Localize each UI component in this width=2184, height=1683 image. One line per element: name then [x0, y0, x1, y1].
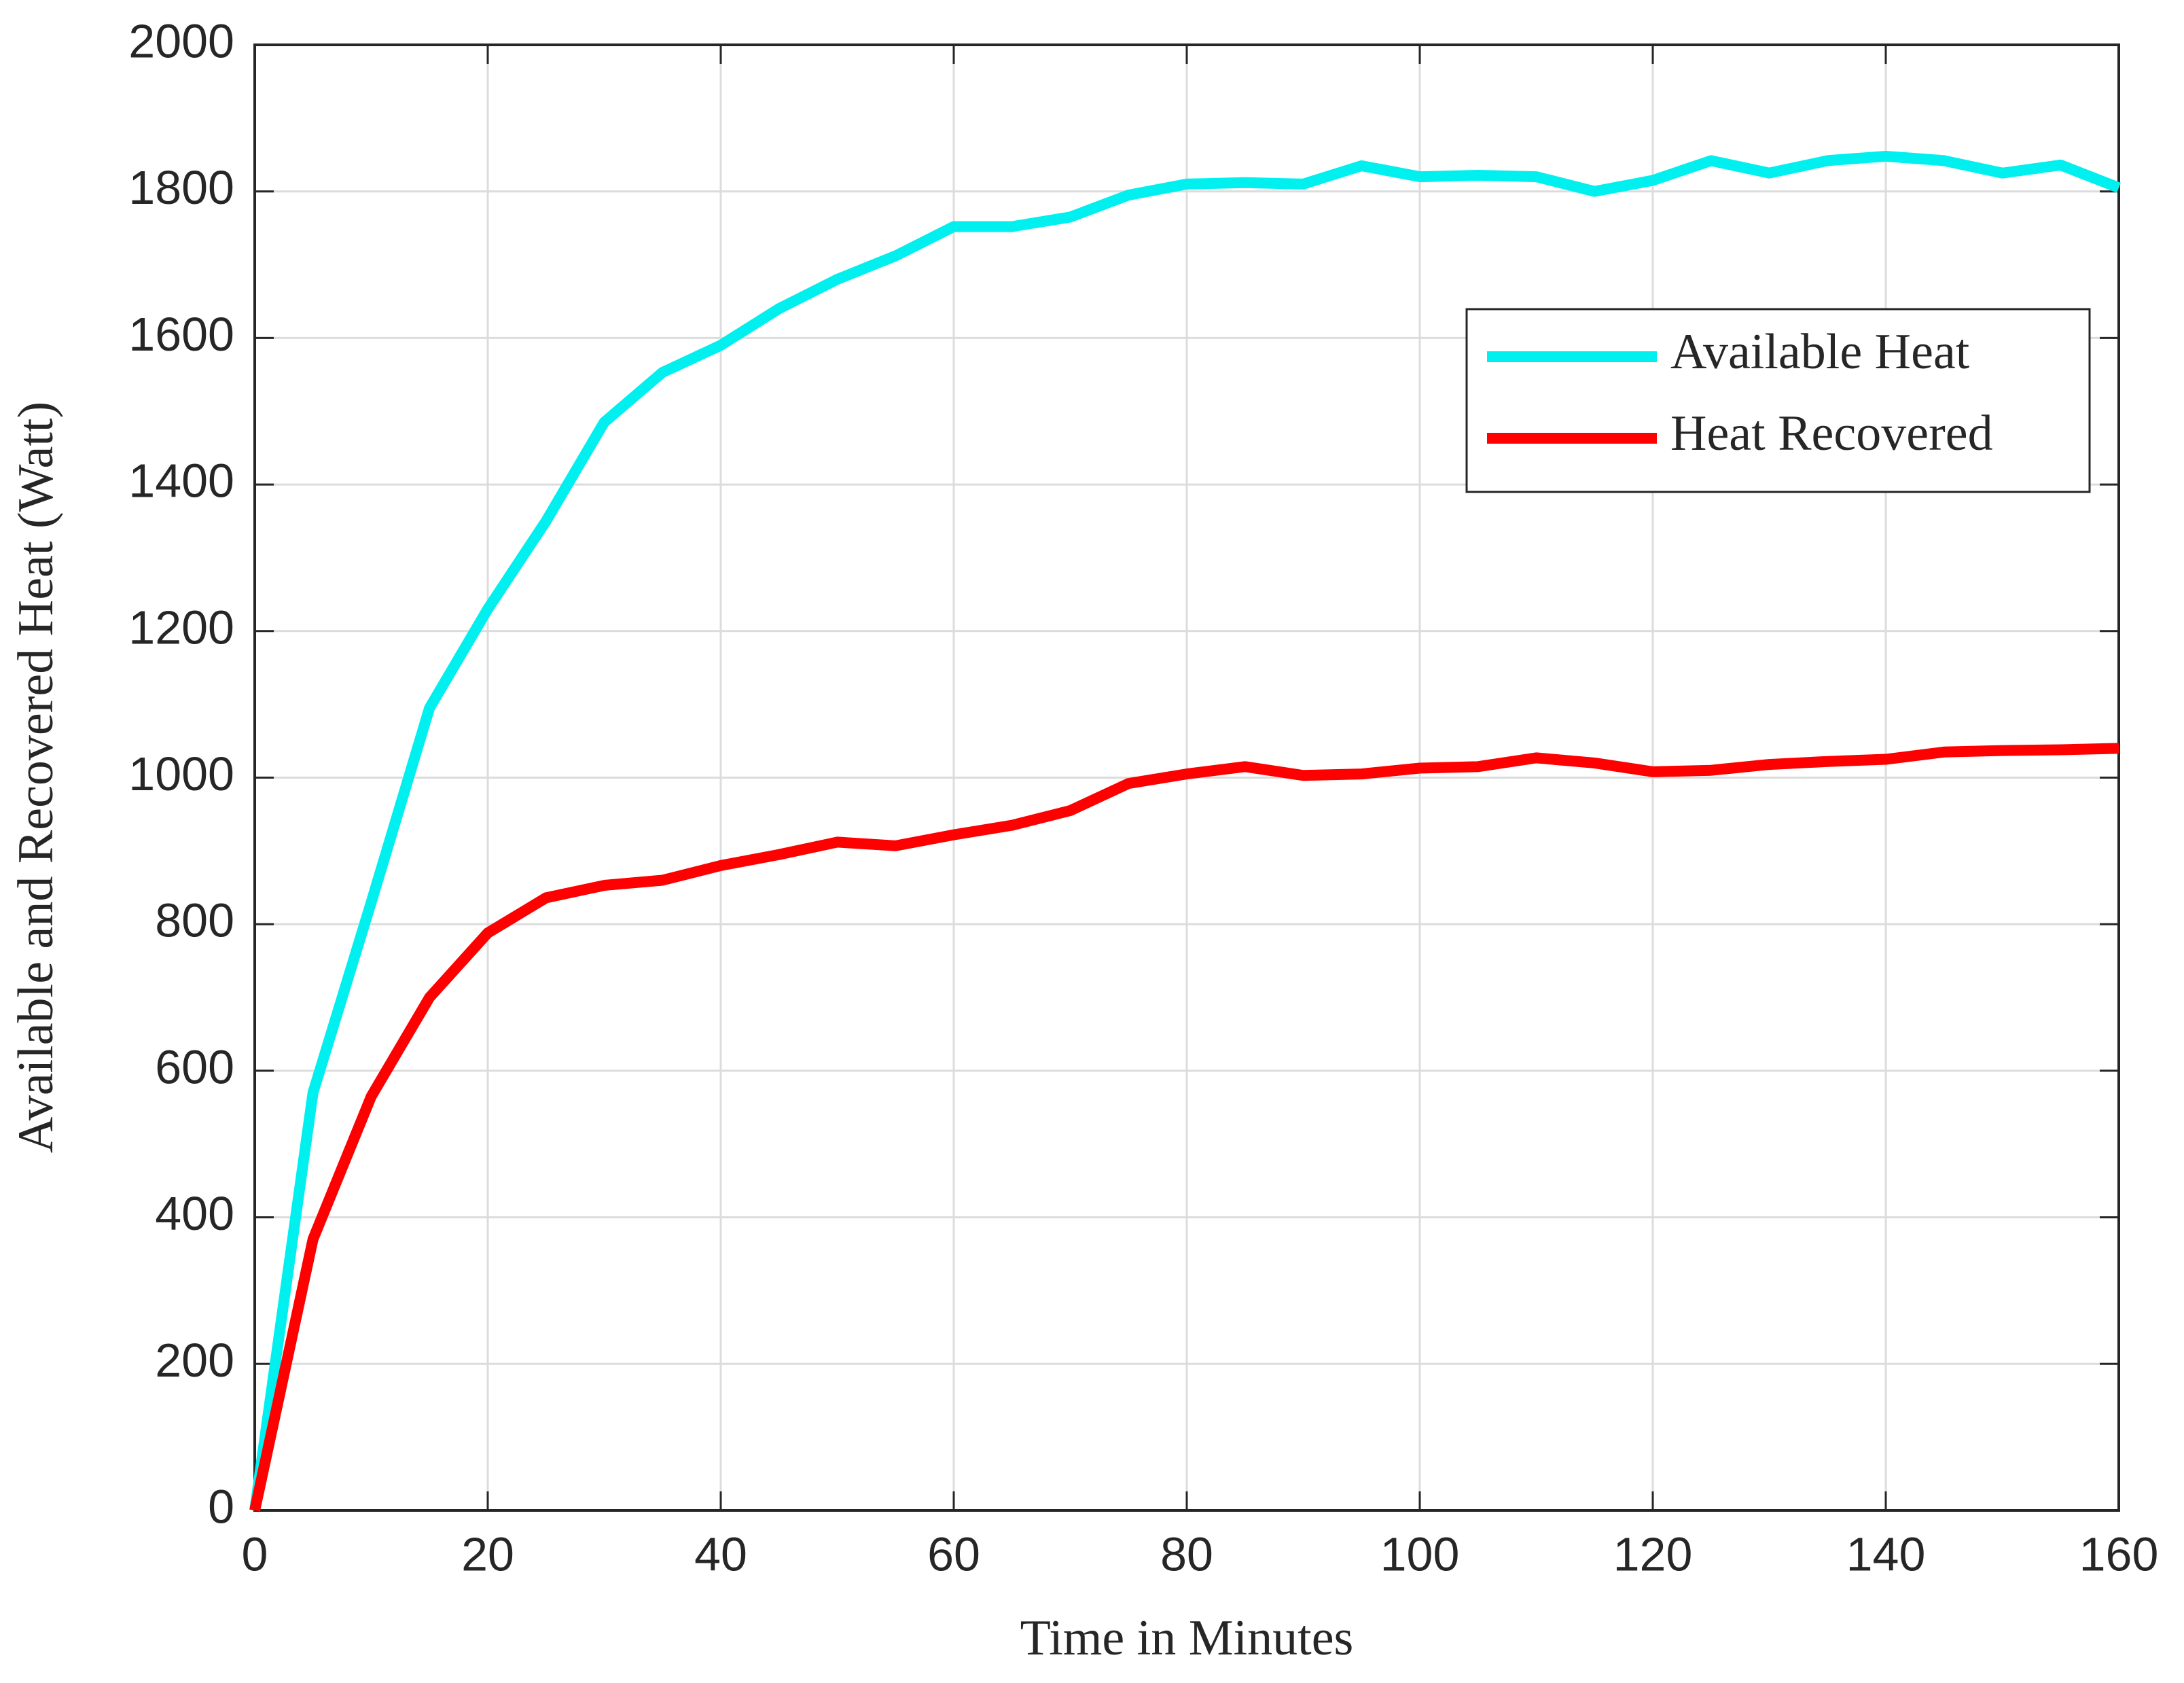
legend-label: Heat Recovered — [1670, 406, 1993, 461]
x-tick-label: 80 — [1160, 1527, 1213, 1580]
y-tick-label: 1800 — [128, 161, 234, 214]
y-tick-label: 200 — [155, 1334, 234, 1387]
y-tick-label: 1000 — [128, 747, 234, 800]
x-axis-label: Time in Minutes — [1020, 1610, 1354, 1666]
y-tick-label: 600 — [155, 1040, 234, 1093]
data-line — [249, 743, 2119, 1512]
x-tick-label: 120 — [1613, 1527, 1693, 1580]
legend-box — [1465, 308, 2091, 493]
y-tick-label: 1200 — [128, 601, 234, 654]
legend-label: Available Heat — [1670, 324, 1970, 380]
y-tick-label: 400 — [155, 1187, 234, 1240]
x-tick-label: 140 — [1846, 1527, 1926, 1580]
plot-frame — [253, 43, 2120, 1512]
x-tick-label: 100 — [1380, 1527, 1460, 1580]
data-line — [249, 150, 2121, 1512]
x-tick-label: 20 — [461, 1527, 514, 1580]
x-tick-label: 0 — [242, 1527, 268, 1580]
y-tick-label: 0 — [208, 1480, 234, 1533]
x-tick-label: 60 — [927, 1527, 980, 1580]
x-tick-label: 40 — [694, 1527, 747, 1580]
x-tick-label: 160 — [2079, 1527, 2159, 1580]
y-tick-label: 800 — [155, 894, 234, 947]
y-tick-label: 1600 — [128, 308, 234, 361]
legend: Available Heat Heat Recovered — [1465, 308, 2091, 493]
y-axis-label: Available and Recovered Heat (Watt) — [8, 402, 64, 1153]
y-tick-label: 1400 — [128, 455, 234, 508]
y-tick-label: 2000 — [128, 14, 234, 67]
